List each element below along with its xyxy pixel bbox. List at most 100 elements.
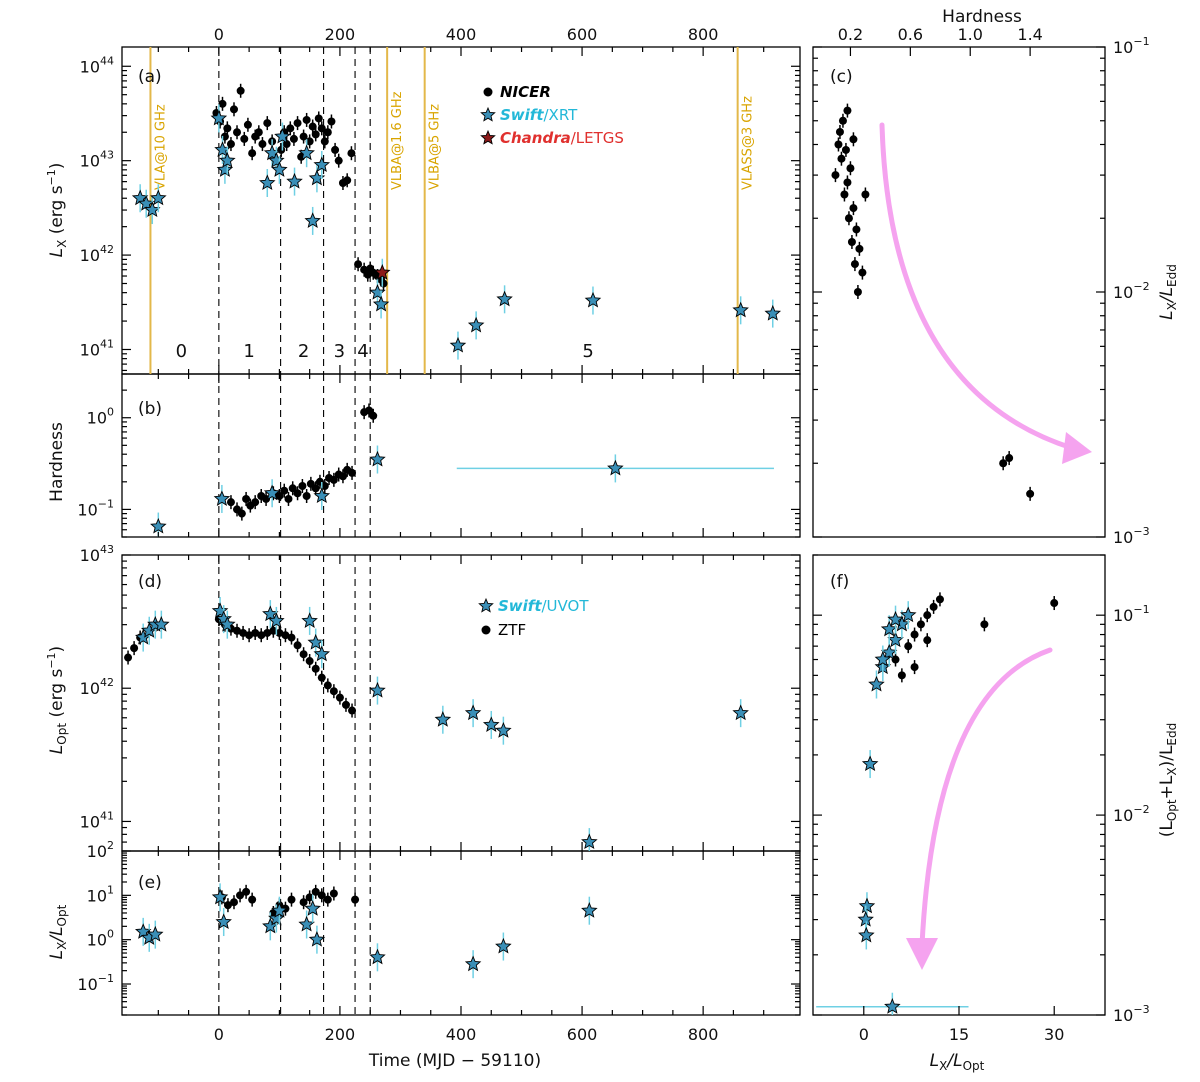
legend-chandra-marker bbox=[480, 129, 496, 145]
radio-line-label: VLA@10 GHz bbox=[153, 104, 168, 190]
data-star-b bbox=[263, 484, 281, 501]
data-point-d bbox=[311, 664, 320, 673]
data-point-c bbox=[838, 116, 847, 125]
data-point-c bbox=[844, 214, 853, 223]
data-point-a bbox=[286, 124, 295, 133]
data-star-d bbox=[581, 833, 598, 850]
panel-frame-a bbox=[121, 46, 801, 375]
tot-sub1: Opt bbox=[1165, 799, 1179, 821]
data-point-d bbox=[239, 628, 248, 637]
data-point-a bbox=[311, 130, 320, 139]
data-point-e bbox=[242, 887, 251, 896]
tick-exp: −3 bbox=[1133, 1003, 1149, 1016]
tick-base: 10 bbox=[80, 679, 100, 698]
y-tick-label-e: 10−1 bbox=[77, 972, 114, 994]
legend-swift-marker bbox=[480, 106, 496, 122]
data-point-f bbox=[916, 620, 925, 629]
edd-den: /L bbox=[1157, 287, 1177, 304]
data-star-f bbox=[868, 675, 885, 692]
tick-exp: 41 bbox=[100, 337, 114, 350]
panel-frame-d bbox=[121, 554, 801, 852]
data-star-a bbox=[259, 174, 276, 191]
legend-uvot-a: Swift bbox=[498, 597, 542, 615]
data-point-c bbox=[850, 260, 859, 269]
hardness-tick-label: 1.4 bbox=[1017, 25, 1042, 44]
data-star-b bbox=[607, 459, 624, 476]
data-star-b bbox=[369, 450, 386, 467]
data-star-f bbox=[880, 643, 898, 660]
data-point-c bbox=[849, 204, 858, 213]
data-point-c bbox=[846, 164, 855, 173]
tick-base: 10 bbox=[77, 500, 97, 519]
edd-l: L bbox=[1157, 310, 1177, 319]
tick-exp: 44 bbox=[100, 54, 114, 67]
fx-l: L bbox=[930, 1051, 939, 1071]
data-point-f bbox=[923, 636, 932, 645]
phase-label: 3 bbox=[334, 341, 345, 362]
tick-exp: 42 bbox=[100, 243, 114, 256]
tot-sub2: X bbox=[1165, 767, 1179, 775]
data-point-d bbox=[348, 706, 357, 715]
panel-letter-d: (d) bbox=[138, 572, 162, 592]
tick-exp: −1 bbox=[1133, 35, 1149, 48]
f-x-tick-label: 15 bbox=[949, 1025, 969, 1044]
fx-sub2: Opt bbox=[963, 1059, 985, 1073]
data-point-d bbox=[281, 631, 290, 640]
data-star-e bbox=[495, 937, 512, 954]
data-star-a bbox=[274, 127, 291, 144]
data-point-a bbox=[243, 120, 252, 129]
ratio-l: L bbox=[47, 950, 67, 959]
data-point-a bbox=[331, 145, 340, 154]
y-tick-label-b: 10−1 bbox=[77, 497, 114, 519]
panel-letter-c: (c) bbox=[830, 67, 853, 87]
data-star-f bbox=[858, 926, 875, 943]
edd-sub2: Edd bbox=[1165, 264, 1179, 287]
data-point-b bbox=[284, 494, 293, 503]
data-star-e bbox=[215, 913, 232, 930]
data-point-a bbox=[289, 134, 298, 143]
data-star-f bbox=[887, 631, 904, 648]
tick-exp: −2 bbox=[1133, 803, 1149, 816]
data-star-f bbox=[884, 998, 901, 1014]
data-point-a bbox=[323, 128, 332, 137]
data-point-d bbox=[305, 657, 314, 666]
data-point-e bbox=[351, 895, 360, 904]
data-star-e bbox=[271, 902, 288, 918]
data-point-b bbox=[226, 498, 235, 507]
data-point-b bbox=[251, 498, 260, 507]
lopt-unit-end: ) bbox=[47, 646, 67, 653]
data-star-e bbox=[147, 925, 164, 942]
lx-unit-sup: −1 bbox=[45, 169, 58, 185]
tick-exp: −1 bbox=[1133, 603, 1149, 616]
data-point-a bbox=[223, 124, 232, 133]
legend-ztf-label: ZTF bbox=[498, 621, 526, 639]
data-point-d bbox=[335, 693, 344, 702]
tot-post: )/L bbox=[1157, 745, 1177, 767]
legend-optical: Swift/UVOT ZTF bbox=[478, 597, 589, 639]
data-star-a bbox=[150, 189, 167, 206]
time-tick-label-top: 200 bbox=[325, 25, 356, 44]
data-point-e bbox=[299, 898, 308, 907]
tick-base: 10 bbox=[80, 152, 100, 171]
data-star-a bbox=[467, 316, 485, 333]
tick-exp: 0 bbox=[107, 406, 114, 419]
data-point-c bbox=[831, 171, 840, 180]
data-point-b bbox=[293, 489, 302, 498]
data-point-a bbox=[258, 140, 267, 149]
data-point-b bbox=[288, 484, 297, 493]
data-point-c bbox=[837, 154, 846, 163]
panel-frame-f bbox=[812, 554, 1106, 1016]
y-tick-label-c: 10−2 bbox=[1113, 280, 1150, 302]
data-point-a bbox=[334, 156, 343, 165]
tick-exp: 42 bbox=[100, 676, 114, 689]
tot-pre: (L bbox=[1157, 821, 1177, 838]
data-star-d bbox=[313, 645, 331, 662]
tick-base: 10 bbox=[87, 409, 107, 428]
data-star-a bbox=[271, 161, 288, 177]
tick-base: 10 bbox=[1113, 606, 1133, 625]
data-point-f bbox=[897, 671, 906, 680]
legend-chandra-label: Chandra/LETGS bbox=[500, 129, 624, 147]
ratio-den: /L bbox=[47, 926, 67, 943]
trend-arrow-f bbox=[919, 647, 1053, 948]
